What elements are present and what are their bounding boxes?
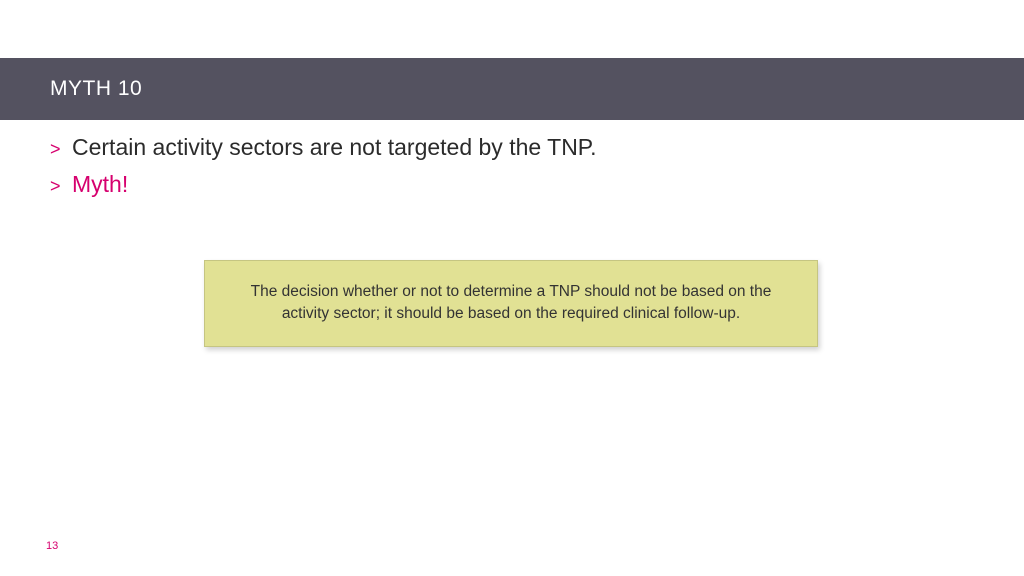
bullet-marker-icon: >: [50, 139, 72, 160]
bullet-item: > Certain activity sectors are not targe…: [50, 132, 974, 163]
bullet-text: Myth!: [72, 169, 128, 200]
bullet-list: > Certain activity sectors are not targe…: [50, 132, 974, 206]
slide-title: MYTH 10: [50, 77, 142, 101]
callout-box: The decision whether or not to determine…: [204, 260, 818, 347]
bullet-item: > Myth!: [50, 169, 974, 200]
bullet-marker-icon: >: [50, 176, 72, 197]
slide: MYTH 10 > Certain activity sectors are n…: [0, 0, 1024, 576]
title-bar: MYTH 10: [0, 58, 1024, 120]
page-number: 13: [46, 540, 58, 552]
callout-text: The decision whether or not to determine…: [233, 281, 789, 326]
bullet-text: Certain activity sectors are not targete…: [72, 132, 597, 163]
